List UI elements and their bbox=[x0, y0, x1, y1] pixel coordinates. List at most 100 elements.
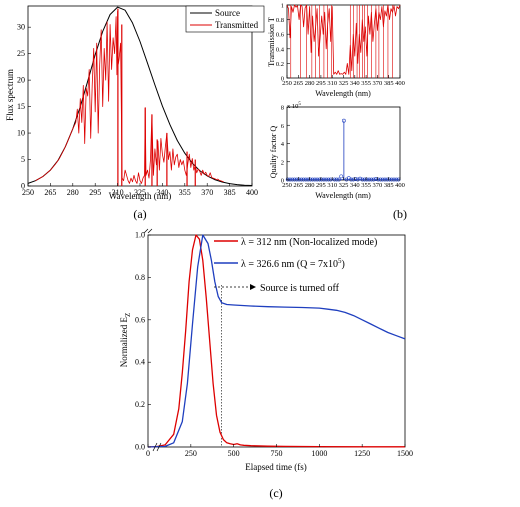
y-axis-break bbox=[143, 228, 153, 234]
y-tick-label: 6 bbox=[281, 123, 285, 130]
quality-point bbox=[355, 177, 360, 182]
y-tick-label: 10 bbox=[17, 129, 25, 138]
annotation-arrow-head bbox=[250, 284, 256, 290]
x-tick-label: 1000 bbox=[311, 449, 327, 458]
y-tick-label: 0 bbox=[21, 182, 25, 191]
quality-point bbox=[364, 177, 369, 182]
quality-point bbox=[349, 177, 353, 182]
x-tick-label: 355 bbox=[179, 188, 191, 197]
x-tick-label: 370 bbox=[373, 80, 383, 87]
quality-point bbox=[332, 177, 337, 182]
panel-b-bottom-x-axis-label: Wavelength (nm) bbox=[315, 191, 371, 200]
x-tick-label: 500 bbox=[228, 449, 240, 458]
panel-a-legend: Source Transmitted bbox=[185, 5, 265, 33]
y-tick-label: 0.2 bbox=[135, 400, 145, 409]
quality-point bbox=[378, 177, 383, 182]
x-tick-label: 250 bbox=[185, 449, 197, 458]
panel-c-chart: 0 250 500 750 1000 1250 1500 0.0 0.2 0.4 0.6 0.8 1.… bbox=[119, 228, 413, 500]
quality-point bbox=[292, 177, 297, 182]
panel-b-bottom-y-ticks: 0 2 4 6 8 bbox=[281, 105, 290, 185]
x-tick-label: 265 bbox=[293, 182, 303, 189]
x-tick-label: 310 bbox=[327, 80, 337, 87]
panel-b-bottom-plot-area bbox=[285, 106, 401, 182]
x-tick-label: 310 bbox=[327, 182, 337, 189]
series-326nm-line bbox=[147, 234, 406, 448]
y-tick-label: 0.4 bbox=[135, 358, 145, 367]
x-tick-label: 265 bbox=[293, 80, 303, 87]
x-tick-label: 1250 bbox=[354, 449, 370, 458]
panel-a-plot-area bbox=[27, 5, 253, 187]
y-tick-label: 20 bbox=[17, 76, 25, 85]
panel-c-y-label-sub: Z bbox=[124, 313, 132, 317]
y-tick-label: 25 bbox=[17, 49, 25, 58]
x-axis-break bbox=[152, 442, 162, 452]
quality-point bbox=[353, 177, 358, 181]
x-tick-label: 340 bbox=[350, 80, 360, 87]
quality-point bbox=[326, 177, 331, 182]
panel-c-x-axis-label: Elapsed time (fs) bbox=[245, 462, 306, 472]
panel-a-y-axis-label: Flux spectrum bbox=[5, 69, 15, 121]
quality-point bbox=[299, 177, 304, 182]
y-tick-label: 4 bbox=[281, 141, 285, 148]
quality-point bbox=[334, 177, 339, 182]
quality-point bbox=[371, 177, 376, 182]
plot-frame bbox=[27, 5, 253, 187]
quality-point bbox=[322, 177, 326, 182]
quality-point bbox=[360, 177, 365, 182]
x-tick-label: 295 bbox=[316, 182, 326, 189]
y-tick-label: 0.6 bbox=[135, 315, 145, 324]
quality-point bbox=[288, 177, 292, 182]
x-tick-label: 370 bbox=[373, 182, 383, 189]
panel-b-top-x-axis-label: Wavelength (nm) bbox=[315, 89, 371, 98]
panel-b-top-plot-area bbox=[286, 4, 401, 79]
x-tick-label: 400 bbox=[395, 182, 405, 189]
panel-c-y-label-main: Normalized E bbox=[119, 317, 129, 368]
y-tick-label: 1 bbox=[281, 3, 284, 10]
x-tick-label: 325 bbox=[339, 80, 349, 87]
panel-a-legend-box bbox=[185, 5, 265, 33]
legend-transmitted-label: Transmitted bbox=[215, 20, 259, 30]
panel-c-legend: λ = 312 nm (Non-localized mode) λ = 326.… bbox=[214, 237, 377, 270]
x-tick-label: 370 bbox=[201, 188, 213, 197]
x-tick-label: 355 bbox=[361, 80, 371, 87]
quality-point bbox=[376, 177, 381, 182]
panel-b-top-y-axis-label: Transmission T bbox=[267, 17, 276, 67]
x-tick-label: 355 bbox=[361, 182, 371, 189]
x-tick-label: 1500 bbox=[397, 449, 413, 458]
panel-a-x-axis-label: Wavelength (nm) bbox=[109, 191, 172, 201]
x-tick-label: 280 bbox=[305, 182, 315, 189]
quality-point bbox=[303, 177, 308, 182]
quality-point bbox=[383, 177, 387, 182]
panel-b-bottom-x-ticks: 250 265 280 295 310 325 340 355 370 385 400 bbox=[282, 177, 405, 189]
y-tick-label: 0.2 bbox=[276, 61, 284, 68]
quality-point bbox=[308, 177, 313, 182]
x-tick-label: 280 bbox=[67, 188, 79, 197]
quality-point bbox=[394, 177, 399, 182]
quality-point bbox=[297, 177, 301, 182]
panel-b-caption: (b) bbox=[393, 207, 407, 221]
x-tick-label: 325 bbox=[339, 182, 349, 189]
quality-point bbox=[339, 174, 344, 179]
panel-b-bottom-y-multiplier: x 105 bbox=[287, 102, 301, 110]
quality-point bbox=[319, 177, 324, 182]
x-tick-label: 385 bbox=[224, 188, 236, 197]
x-tick-label: 250 bbox=[282, 80, 292, 87]
quality-point bbox=[392, 177, 396, 182]
panel-a-y-ticks: 0 5 10 15 20 25 30 bbox=[17, 23, 31, 191]
legend-source-label: Source bbox=[215, 8, 240, 18]
x-tick-label: 340 bbox=[156, 188, 168, 197]
x-tick-label: 250 bbox=[282, 182, 292, 189]
x-tick-label: 310 bbox=[112, 188, 124, 197]
panel-c-y-ticks: 0.0 0.2 0.4 0.6 0.8 1.0 bbox=[135, 231, 151, 452]
legend-326nm-main: λ = 326.6 nm (Q = 7x10 bbox=[241, 259, 338, 270]
y-tick-label: 2 bbox=[281, 159, 284, 166]
y-tick-label: 8 bbox=[281, 105, 284, 112]
y-tick-label: 0.8 bbox=[276, 17, 284, 24]
panel-b-bottom-y-axis-label: Quality factor Q bbox=[269, 126, 278, 179]
quality-point bbox=[358, 176, 362, 181]
quality-point bbox=[285, 177, 290, 182]
quality-point bbox=[367, 177, 372, 182]
x-tick-label: 400 bbox=[246, 188, 258, 197]
quality-point bbox=[341, 118, 346, 123]
